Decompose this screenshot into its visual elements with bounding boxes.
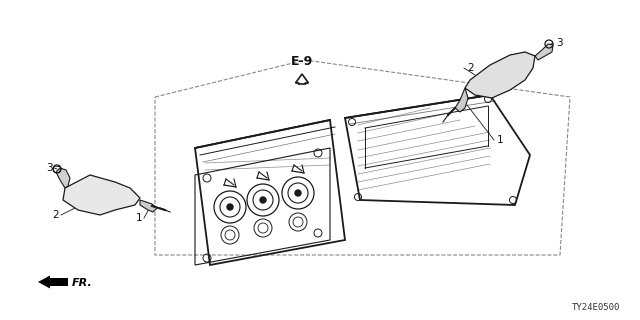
Text: 1: 1: [497, 135, 504, 145]
Text: E-9: E-9: [291, 55, 313, 68]
Circle shape: [227, 204, 233, 210]
Circle shape: [295, 190, 301, 196]
Text: 1: 1: [136, 213, 142, 223]
FancyArrow shape: [38, 276, 68, 289]
Text: 2: 2: [52, 210, 60, 220]
Polygon shape: [535, 44, 553, 60]
Circle shape: [260, 197, 266, 203]
Text: 2: 2: [467, 63, 474, 73]
Polygon shape: [56, 168, 70, 188]
Polygon shape: [140, 200, 157, 212]
Text: TY24E0500: TY24E0500: [572, 303, 620, 312]
Text: FR.: FR.: [72, 278, 93, 288]
Text: 3: 3: [556, 38, 563, 48]
Text: 3: 3: [45, 163, 52, 173]
Polygon shape: [455, 88, 468, 112]
Polygon shape: [63, 175, 140, 215]
Polygon shape: [465, 52, 535, 98]
FancyArrow shape: [296, 74, 308, 84]
